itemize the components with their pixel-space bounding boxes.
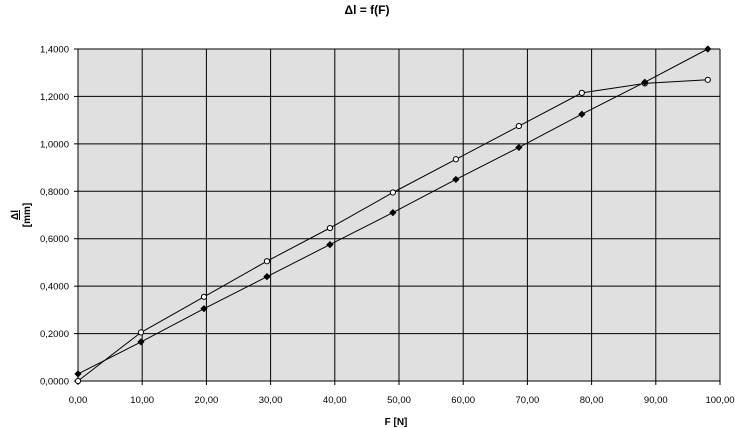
y-tick-label: 0,6000 (40, 234, 69, 245)
series-2-point (641, 78, 649, 86)
series-2-point (704, 45, 712, 53)
x-tick-label: 20,00 (195, 395, 219, 406)
series-1-point (389, 189, 397, 196)
x-tick-label: 70,00 (516, 395, 540, 406)
y-tick-label: 0,0000 (40, 377, 69, 388)
y-tick-label: 1,2000 (40, 92, 69, 103)
series-2-point (578, 110, 586, 118)
x-tick-label: 40,00 (323, 395, 347, 406)
x-tick-label: 10,00 (130, 395, 154, 406)
y-axis-title: Δl [mm] (10, 203, 33, 227)
axes (74, 48, 721, 385)
svg-text:[mm]: [mm] (22, 203, 33, 227)
series-1-point (200, 293, 208, 300)
series-1-point (578, 89, 585, 96)
series-1-point (137, 329, 145, 336)
x-tick-labels: 0,00 10,00 20,00 30,00 40,00 50,00 60,00 70,00 8… (69, 395, 735, 406)
x-tick-label: 90,00 (644, 395, 668, 406)
x-tick-label: 0,00 (69, 395, 88, 406)
series-2-point (137, 338, 145, 346)
series-1-point (326, 224, 334, 232)
chart-title: Δl = f(F) (345, 3, 390, 17)
x-tick-label: 60,00 (451, 395, 475, 406)
x-tick-label: 100,00 (705, 395, 734, 406)
series-2-point (452, 175, 460, 184)
y-tick-label: 1,4000 (40, 45, 69, 56)
series-1-point (74, 377, 82, 385)
series-1-point (452, 156, 459, 163)
y-tick-label: 1,0000 (40, 139, 69, 150)
y-tick-label: 0,2000 (40, 329, 69, 340)
x-tick-label: 50,00 (387, 395, 411, 406)
x-axis-title: F [N] (385, 417, 408, 428)
series-2-point (326, 241, 334, 249)
x-tick-label: 80,00 (580, 395, 604, 406)
series-1-point (515, 122, 522, 130)
series-1-point (704, 76, 711, 83)
svg-text:Δl: Δl (10, 210, 21, 220)
series-2-point (74, 370, 82, 378)
series-2-point (263, 273, 271, 281)
y-tick-label: 0,4000 (40, 282, 69, 293)
y-axis-title-unit: [mm] (22, 203, 33, 227)
x-tick-label: 30,00 (259, 395, 283, 406)
series-1-point (263, 258, 271, 265)
series-points (74, 45, 712, 385)
y-tick-label: 0,8000 (40, 187, 69, 198)
y-tick-labels: 0,0000 0,2000 0,4000 0,6000 0,8000 1,0000 1,20… (40, 45, 69, 388)
series-2-point (200, 305, 208, 313)
series-2-point (389, 209, 397, 217)
series-2-point (515, 143, 523, 152)
y-axis-title-main: Δl (10, 210, 21, 220)
